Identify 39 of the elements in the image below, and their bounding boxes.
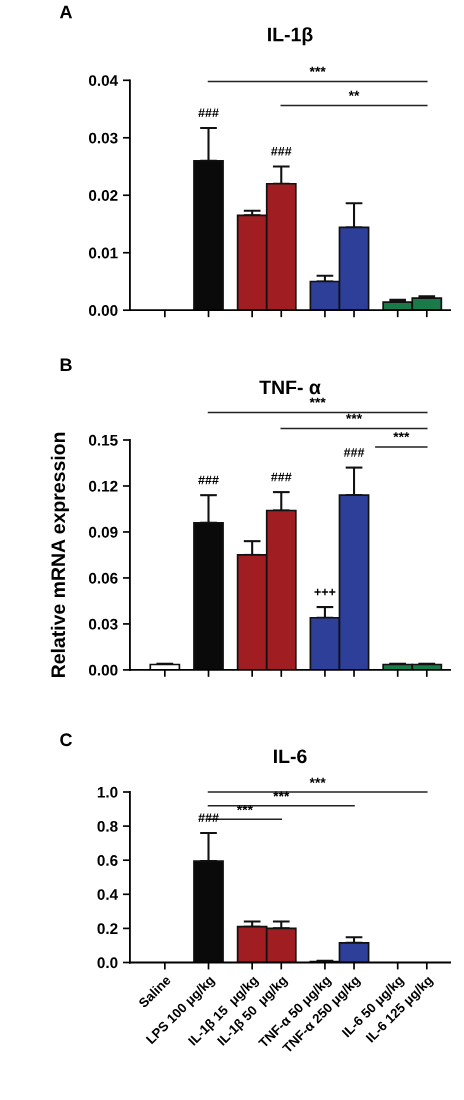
annotation: ###	[271, 147, 292, 156]
y-tick-label: 0.6	[97, 855, 118, 866]
annotation: ###	[271, 472, 292, 482]
annotation: ###	[198, 108, 219, 118]
y-tick-label: 0.0	[97, 957, 118, 969]
y-tick-label: 0.2	[97, 923, 118, 935]
text: ***	[393, 432, 410, 438]
y-tick-label: 0.03	[88, 618, 118, 630]
annotation: ###	[343, 448, 365, 457]
text: ***	[309, 777, 326, 784]
text: B	[60, 358, 72, 372]
annotation: ***	[273, 791, 290, 797]
y-tick-label: 0.12	[88, 480, 118, 492]
y-tick-label: 0.02	[88, 190, 118, 201]
annotation: ###	[198, 813, 219, 822]
y-tick-label: 0.03	[88, 132, 118, 144]
y-tick-label: 0.4	[97, 889, 119, 900]
y-tick-label: 0.00	[88, 664, 118, 676]
y-tick-label: 0.09	[88, 526, 118, 538]
chart-title: TNF- α	[259, 380, 321, 395]
text: ***	[309, 66, 326, 72]
y-tick-label: 0.8	[97, 820, 118, 832]
y-tick-label: 0.00	[88, 305, 118, 316]
annotation: ###	[198, 475, 219, 485]
y-tick-label: 0.06	[88, 572, 118, 584]
annotation: ***	[236, 805, 253, 811]
y-tick-label: 1.0	[97, 786, 118, 798]
text: ***	[309, 397, 326, 403]
text: ***	[345, 413, 363, 419]
text: C	[60, 733, 73, 747]
y-tick-label: 0.04	[88, 75, 119, 86]
annotation: **	[348, 90, 360, 97]
chart-title: IL-6	[274, 749, 307, 764]
y-tick-label: 0.01	[88, 247, 118, 259]
text: A	[59, 5, 73, 19]
y-tick-label: 0.15	[88, 434, 118, 446]
chart-title: IL-1β	[268, 27, 313, 46]
y-axis-title: Relative mRNA expression	[50, 432, 69, 678]
annotation: +++	[314, 588, 336, 596]
